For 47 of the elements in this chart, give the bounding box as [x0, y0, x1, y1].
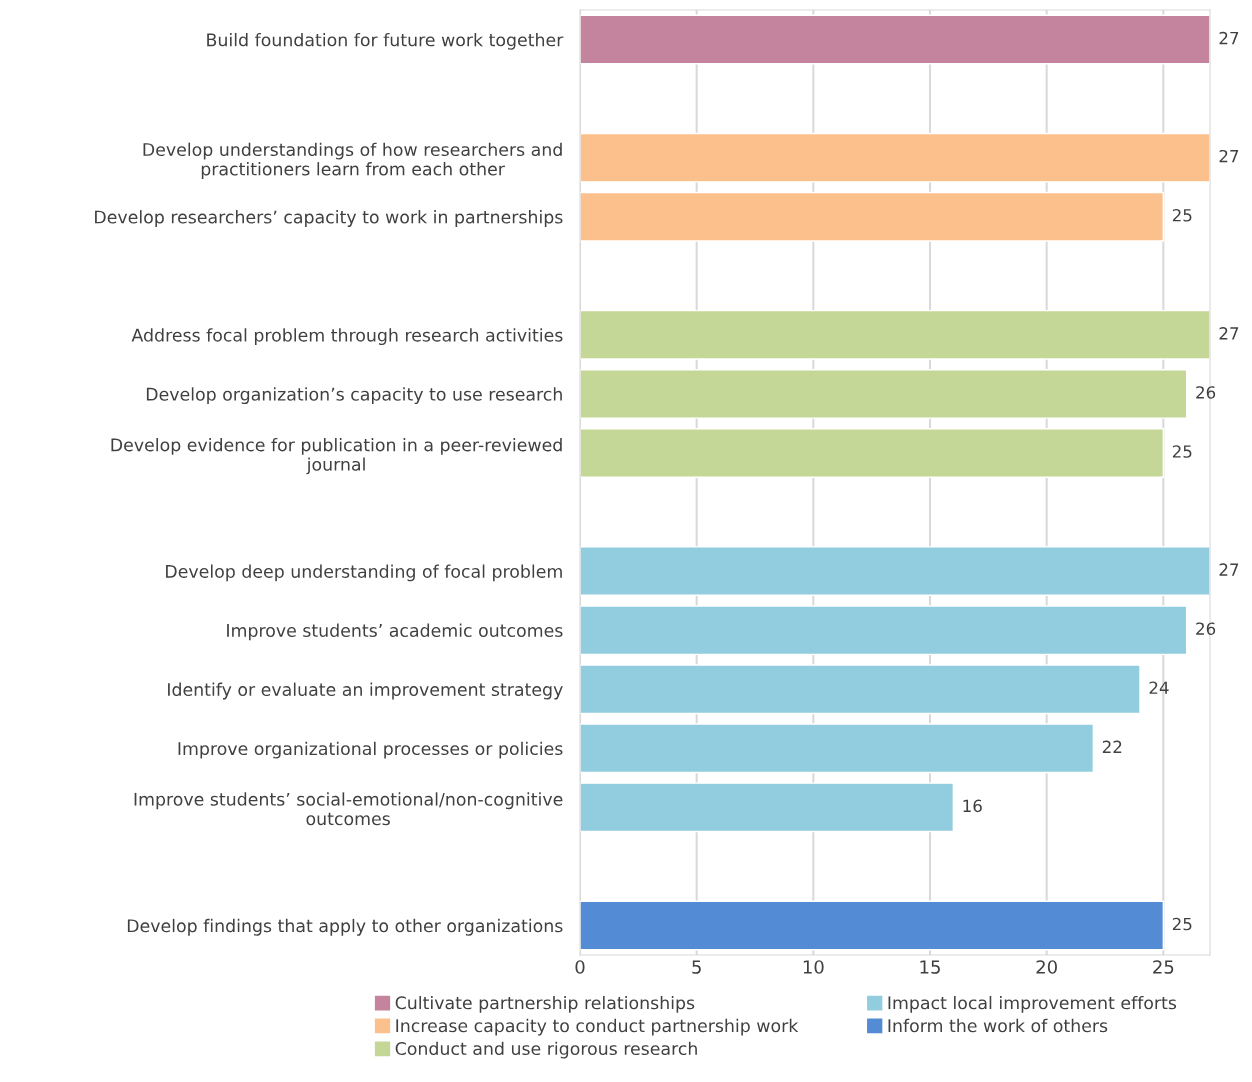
data-label: 24 [1149, 681, 1169, 694]
y-tick-label: Develop understandings of how researchers and practitioners learn from each other [143, 142, 562, 179]
data-label: 26 [1196, 386, 1216, 399]
legend-label: Conduct and use rigorous research [395, 1041, 697, 1059]
legend-label: Inform the work of others [888, 1018, 1108, 1033]
data-label: 22 [1102, 740, 1122, 753]
data-label: 25 [1172, 445, 1192, 458]
y-tick-label: Develop researchers’ capacity to work in partnerships [95, 210, 563, 227]
y-tick-label: Build foundation for future work together [207, 32, 564, 50]
data-label: 16 [963, 799, 982, 813]
data-label: 25 [1172, 208, 1192, 222]
bar [580, 605, 1188, 656]
legend-label: Increase capacity to conduct partnership work [396, 1018, 799, 1036]
y-tick-label: Improve students’ academic outcomes [227, 623, 563, 641]
data-label: 25 [1172, 917, 1192, 931]
data-label: 27 [1219, 31, 1239, 45]
y-tick-label: Develop findings that apply to other organizations [127, 918, 563, 936]
legend-label: Cultivate partnership relationships [395, 995, 695, 1013]
bar [580, 723, 1095, 774]
x-tick-label: 20 [1036, 960, 1057, 974]
y-tick-label: Address focal problem through research activities [131, 328, 563, 346]
x-tick-label: 5 [692, 960, 701, 974]
y-tick-label: Develop deep understanding of focal problem [166, 564, 562, 582]
bar [580, 782, 955, 833]
bar [580, 132, 1210, 183]
x-tick-label: 15 [920, 960, 940, 974]
x-tick-label: 10 [803, 960, 824, 974]
data-label: 27 [1219, 563, 1239, 576]
x-tick-label: 0 [575, 960, 585, 974]
x-tick-label: 25 [1153, 960, 1174, 974]
bar [580, 664, 1141, 715]
y-tick-label: Develop organization’s capacity to use research [146, 387, 562, 405]
bar [580, 546, 1210, 597]
data-label: 26 [1196, 622, 1216, 635]
bar [580, 428, 1165, 478]
y-tick-label: Improve students’ social-emotional/non-cognitive outcomes [134, 792, 563, 826]
legend-label: Impact local improvement efforts [888, 995, 1177, 1013]
data-label: 27 [1219, 149, 1239, 163]
bar [580, 368, 1188, 419]
bar [580, 14, 1210, 65]
y-tick-label: Develop evidence for publication in a peer-reviewed journal [111, 437, 562, 475]
bar [580, 191, 1165, 242]
y-tick-label: Identify or evaluate an improvement strategy [168, 682, 563, 700]
data-label: 27 [1219, 327, 1239, 340]
bar [580, 900, 1165, 951]
y-tick-label: Improve organizational processes or policies [178, 741, 563, 759]
bar [580, 309, 1210, 360]
